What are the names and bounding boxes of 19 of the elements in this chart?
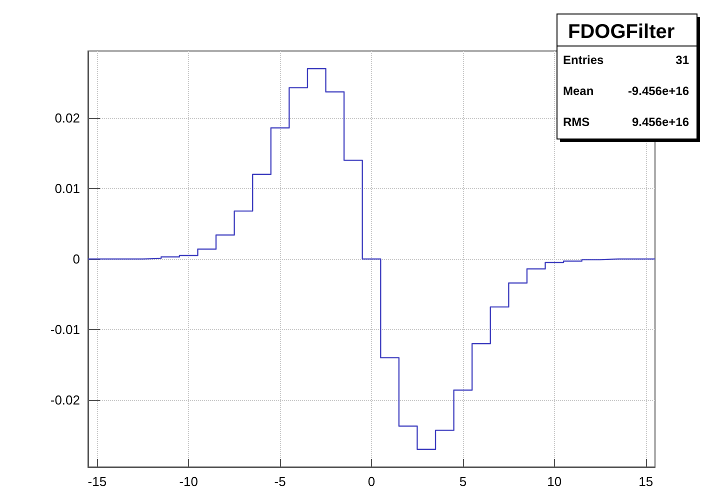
x-tick-label: 5 bbox=[459, 474, 467, 489]
y-tick-label: 0 bbox=[72, 252, 80, 266]
text: 31 bbox=[676, 53, 690, 67]
y-tick-label: 0.01 bbox=[54, 180, 80, 196]
annotation: Entries bbox=[563, 53, 604, 67]
x-tick-label: 0 bbox=[368, 474, 376, 489]
y-tick-label: -0.01 bbox=[50, 322, 80, 338]
annotation: -9.456e+16 bbox=[628, 84, 690, 98]
chart-title: FDOGFilter bbox=[568, 21, 675, 43]
annotation: Mean bbox=[563, 84, 594, 98]
annotation: 9.456e+16 bbox=[632, 115, 690, 129]
x-tick-label: -5 bbox=[274, 474, 286, 489]
x-tick-label: 15 bbox=[638, 474, 654, 489]
x-tick-label: -15 bbox=[88, 474, 107, 489]
annotation: RMS bbox=[563, 115, 590, 129]
y-tick-label: -0.02 bbox=[50, 392, 80, 408]
x-tick-label: 10 bbox=[547, 474, 562, 489]
y-tick-label: 0.02 bbox=[54, 110, 80, 126]
x-tick-label: -10 bbox=[179, 474, 198, 489]
